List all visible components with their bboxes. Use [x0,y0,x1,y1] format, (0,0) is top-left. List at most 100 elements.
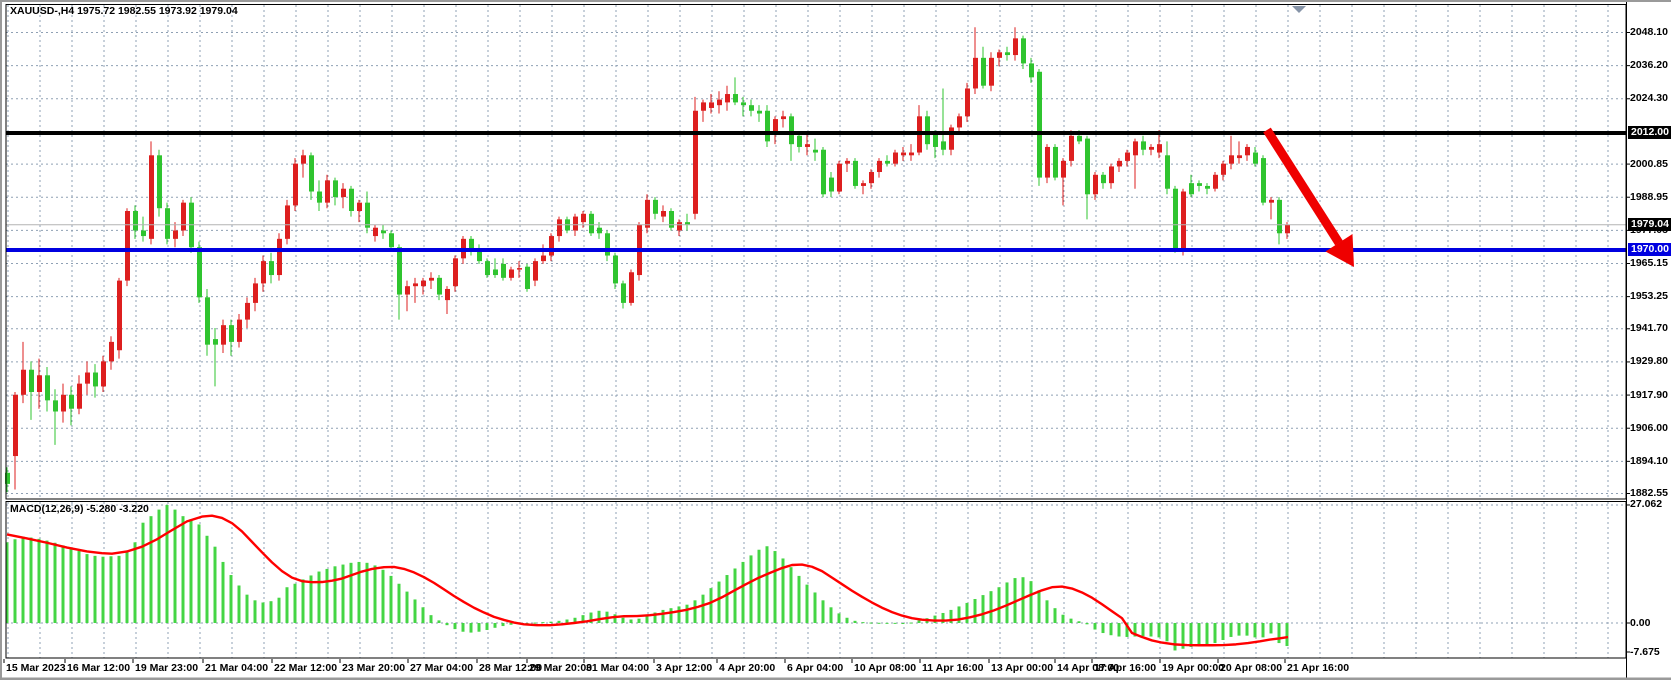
candlestick [957,116,962,128]
candlestick [789,116,794,145]
time-axis-label[interactable]: 23 Mar 20:00 [342,662,406,674]
candlestick [1045,146,1050,178]
time-axis-label[interactable]: 11 Apr 16:00 [922,662,984,674]
candlestick [1237,155,1242,159]
macd-histogram-bar [325,568,329,623]
candlestick [317,191,322,203]
macd-histogram-bar [445,623,449,626]
time-axis-label[interactable]: 27 Mar 04:00 [410,662,474,674]
time-axis-label[interactable]: 21 Mar 04:00 [205,662,269,674]
macd-histogram-bar [1269,623,1273,634]
macd-histogram-bar [429,615,433,623]
macd-histogram-bar [53,542,57,623]
time-axis-label[interactable]: 21 Apr 16:00 [1287,662,1350,674]
macd-histogram-bar [677,606,681,623]
time-axis-label[interactable]: 31 Mar 04:00 [586,662,650,674]
chart-shift-marker-icon[interactable] [1292,6,1306,13]
time-axis-label[interactable]: 17 Apr 16:00 [1094,662,1157,674]
price-level-badge: 1970.00 [1628,242,1671,256]
candlestick [1037,71,1042,178]
candlestick [445,288,450,301]
trend-arrow-shaft[interactable] [1263,127,1343,246]
time-axis-label[interactable]: 10 Apr 08:00 [854,662,917,674]
macd-histogram-bar [29,537,33,623]
macd-histogram-bar [461,623,465,632]
macd-histogram-bar [1005,582,1009,623]
time-axis-label[interactable]: 14 Apr 08:00 [1057,662,1120,674]
candlestick [1069,135,1074,161]
time-axis-label[interactable]: 20 Apr 08:00 [1220,662,1283,674]
macd-histogram-bar [1245,623,1249,636]
macd-scale-label: 0.00 [1630,616,1651,629]
macd-histogram-bar [621,617,625,623]
macd-histogram-bar [693,600,697,623]
macd-histogram-bar [845,617,849,623]
candlestick [13,394,18,457]
price-level-badge: 1979.04 [1628,217,1671,231]
macd-histogram-bar [1045,600,1049,623]
candlestick [1077,135,1082,142]
macd-histogram-bar [581,615,585,623]
time-axis-label[interactable]: 15 Mar 2023 [6,662,66,674]
macd-histogram-bar [861,622,865,624]
candlestick [557,219,562,237]
time-axis-label[interactable]: 29 Mar 20:00 [529,662,593,674]
candlestick [5,472,10,484]
candlestick [1197,183,1202,186]
candlestick [1181,191,1186,250]
time-axis-label[interactable]: 19 Apr 00:00 [1162,662,1225,674]
candlestick [965,88,970,117]
candlestick [973,57,978,89]
time-axis-label[interactable]: 6 Apr 04:00 [787,662,844,674]
candlestick [397,247,402,295]
macd-histogram-bar [237,585,241,623]
price-axis-label: 1917.90 [1630,388,1668,401]
macd-histogram-bar [957,606,961,623]
time-axis-label[interactable]: 3 Apr 12:00 [656,662,713,674]
macd-histogram-bar [1205,623,1209,645]
macd-histogram-bar [981,595,985,623]
macd-histogram-bar [21,536,25,623]
candlestick [1061,160,1066,178]
candlestick [733,94,738,103]
macd-indicator-label: MACD(12,26,9) -5.280 -3.220 [10,503,149,515]
candlestick [533,261,538,281]
time-axis-label[interactable]: 16 Mar 12:00 [67,662,131,674]
candlestick [669,210,674,228]
time-axis-label[interactable]: 13 Apr 00:00 [991,662,1054,674]
candlestick [949,127,954,150]
candlestick [93,372,98,387]
candlestick [877,160,882,173]
trend-arrow-head[interactable] [1325,234,1355,267]
candlestick [21,369,26,395]
time-axis-label[interactable]: 4 Apr 20:00 [719,662,776,674]
macd-histogram-bar [1125,623,1129,637]
candlestick [381,230,386,234]
macd-histogram-bar [125,551,129,623]
candlestick [741,102,746,106]
candlestick [469,238,474,250]
time-axis-label[interactable]: 28 Mar 12:00 [479,662,543,674]
candlestick [1013,38,1018,56]
macd-histogram-bar [1093,623,1097,630]
price-axis-label: 1882.55 [1630,487,1668,499]
macd-histogram-bar [725,575,729,623]
candlestick [437,277,442,295]
macd-histogram-bar [901,623,905,624]
candlestick [1133,141,1138,156]
candlestick [1109,166,1114,184]
macd-histogram-bar [877,622,881,624]
candlestick [1165,155,1170,189]
macd-histogram-bar [1285,623,1289,647]
candlestick [621,283,626,303]
candlestick [845,160,850,164]
macd-histogram-bar [741,561,745,623]
macd-histogram-bar [133,542,137,623]
time-axis-label[interactable]: 19 Mar 23:00 [135,662,199,674]
candlestick [181,202,186,231]
time-axis-label[interactable]: 22 Mar 12:00 [274,662,338,674]
macd-histogram-bar [941,612,945,623]
candlestick [717,99,722,106]
candlestick [837,163,842,192]
